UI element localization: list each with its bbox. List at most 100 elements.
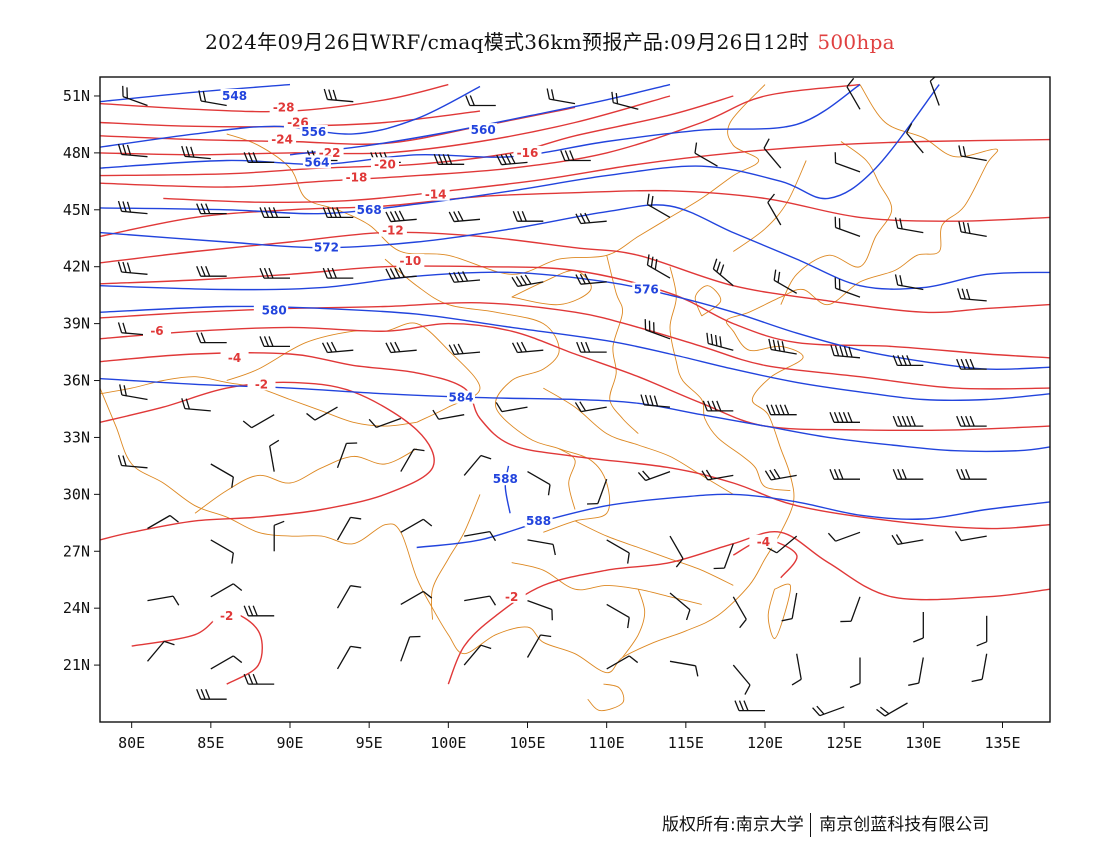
wind-barb [829,468,860,480]
wind-barb [269,439,280,472]
wind-barb [448,210,481,223]
wind-barb [527,471,551,496]
height-contour-label: 560 [471,123,496,137]
height-contour [289,83,671,156]
wind-barb-layer [117,77,988,717]
wind-barb [712,258,734,287]
wind-barb [400,518,433,533]
height-contour [100,377,1050,453]
wind-barb [971,653,988,683]
wind-barb [433,154,465,165]
wind-barb [732,664,751,695]
wind-barb [694,142,718,167]
wind-barb [891,534,924,546]
height-label-bg [302,155,331,169]
wind-barb [766,535,798,554]
wind-barb [210,655,243,670]
wind-barb [956,415,987,427]
wind-barb [210,463,234,488]
temperature-contour [100,352,1050,530]
wind-barb [242,414,275,429]
wind-barb [606,603,630,629]
y-tick-label: 30N [63,485,90,503]
temperature-label-bg [143,324,171,338]
x-tick-label: 80E [118,734,145,752]
wind-barb [336,645,362,670]
wind-barb [432,409,465,420]
wind-barb [906,123,924,154]
height-contour [100,305,1050,402]
boundary-line [574,520,734,586]
wind-barb [791,653,802,686]
height-label-bg [312,240,341,254]
wind-barb [669,592,691,621]
wind-barb [306,406,338,421]
temperature-contour [100,322,1050,432]
x-tick-label: 90E [276,734,303,752]
wind-barb [385,267,417,280]
wind-barb [560,150,591,162]
height-contour-label: 548 [222,89,247,103]
height-contour [100,83,291,103]
wind-barb [196,688,227,700]
wind-barb [465,95,496,107]
y-tick-label: 39N [63,315,90,333]
wind-barb [321,341,354,354]
wind-barb [322,207,354,219]
temperature-contour-label: -12 [382,224,404,238]
wind-barb [734,700,765,712]
height-contour [416,493,1050,549]
wind-barb [834,216,861,238]
wind-barb [611,91,639,110]
height-label-bg [447,390,475,404]
height-label-bg [524,513,553,527]
height-label-bg [632,282,661,296]
wind-barb [147,640,175,662]
boundary-line [669,266,791,492]
wind-barb [834,152,861,173]
wind-barb [976,615,988,647]
temperature-label-bg [497,589,526,603]
wind-barb [322,267,354,279]
wind-barb [834,277,861,298]
wind-barb [644,319,671,340]
temperature-contour [100,231,1050,314]
wind-barb [512,210,544,222]
wind-barb [368,417,402,429]
wind-barb [273,520,285,552]
wind-barb [876,702,908,717]
wind-barb [464,530,497,542]
title-main: 2024年09月26日WRF/cmaq模式36km预报产品:09月26日12时 [205,30,810,54]
boundary-line [780,141,893,305]
height-contour [100,84,940,215]
wind-barb [400,635,421,662]
height-contour-label: 568 [357,203,382,217]
wind-barb [198,90,227,107]
temperature-contour-label: -24 [271,133,293,147]
temperature-label-bg [749,534,778,548]
boundary-line [543,387,734,495]
contour-label-layer: -28-26-24-22-20-18-16-14-12-10-8-6-4-2-2… [143,88,778,623]
boundary-line [694,285,722,317]
wind-barb [576,341,607,353]
wind-barb [336,516,362,541]
height-contour-label: 576 [634,282,659,296]
boundary-line [226,84,766,275]
map-plot-area: -28-26-24-22-20-18-16-14-12-10-8-6-4-2-2… [100,77,1050,717]
x-tick-label: 105E [509,734,545,752]
x-tick-label: 95E [356,734,383,752]
wind-barb [196,203,227,215]
x-tick-label: 130E [905,734,941,752]
wind-barb [830,345,861,359]
wind-barb [574,401,607,413]
wind-barb [766,404,797,416]
wind-barb [637,470,671,482]
temperature-contour [100,381,435,541]
wind-barb [908,657,924,686]
wind-barb [646,193,671,218]
temperature-label-bg [371,157,399,171]
wind-barb [575,273,607,285]
wind-barb [259,267,290,279]
wind-barb [892,415,924,427]
wind-barb [196,332,227,344]
